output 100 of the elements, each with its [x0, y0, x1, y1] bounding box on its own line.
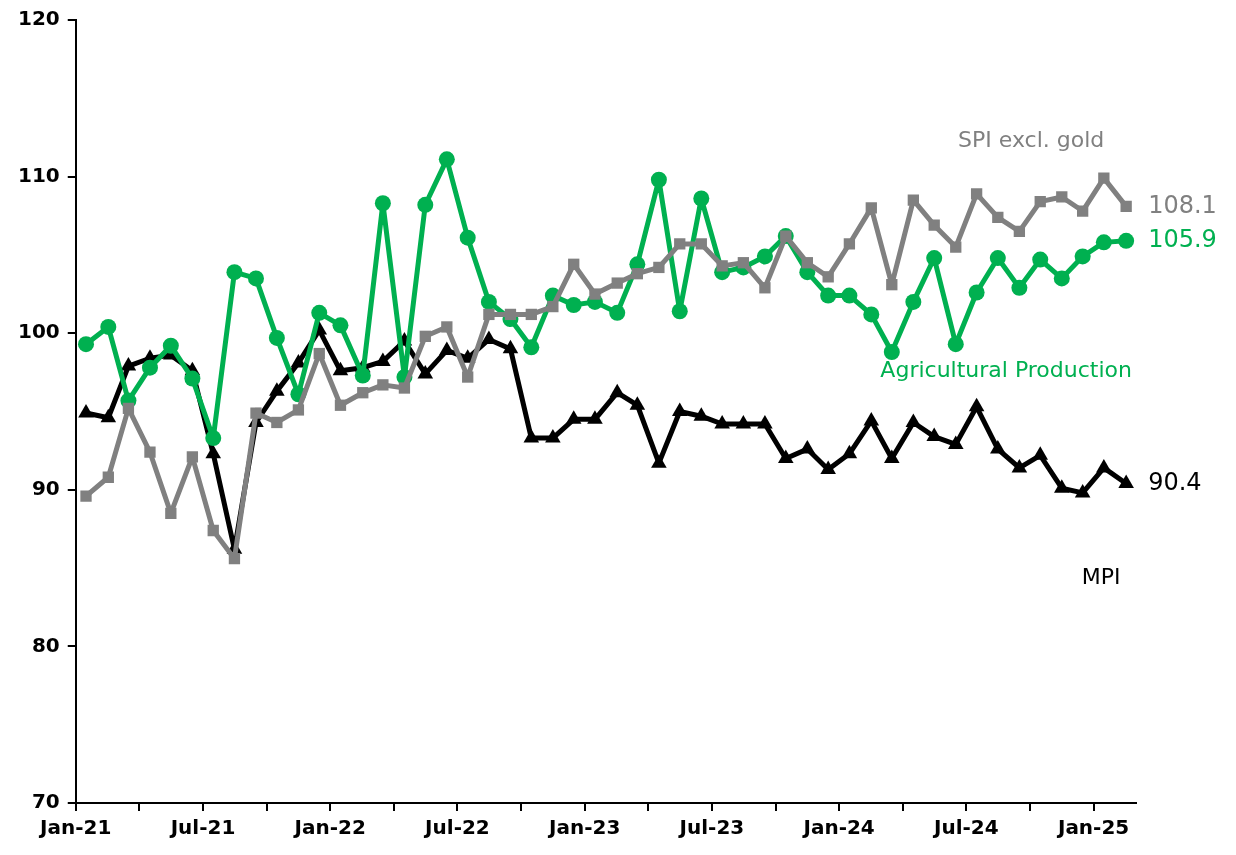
point	[547, 300, 559, 313]
x-tick-label: Jul-21	[168, 815, 236, 840]
y-tick-label: 80	[31, 632, 60, 657]
point	[1096, 458, 1112, 473]
point	[1011, 458, 1028, 473]
point	[650, 171, 667, 188]
point	[354, 367, 371, 384]
point	[184, 370, 201, 387]
point	[1053, 270, 1070, 287]
y-tick-label: 70	[31, 789, 60, 814]
point	[756, 248, 773, 265]
point	[883, 343, 900, 360]
point	[247, 270, 264, 287]
point	[1053, 479, 1070, 493]
point	[398, 382, 411, 394]
point	[947, 435, 964, 449]
point	[565, 410, 582, 424]
y-tick-label: 120	[18, 6, 60, 31]
point	[1032, 446, 1049, 460]
x-tick-label: Jul-23	[677, 815, 745, 840]
data-label: 90.4	[1148, 467, 1202, 496]
point	[250, 407, 262, 419]
point	[1076, 205, 1089, 217]
point	[141, 359, 158, 376]
point	[716, 260, 728, 272]
point	[102, 471, 114, 483]
point	[820, 287, 837, 304]
point	[1120, 200, 1132, 213]
y-tick-label: 100	[18, 319, 60, 344]
point	[587, 410, 603, 424]
point	[990, 440, 1006, 454]
point	[693, 190, 710, 207]
point	[525, 308, 537, 321]
point	[992, 211, 1004, 223]
point	[311, 304, 328, 321]
series-label: SPI excl. gold	[958, 127, 1105, 153]
point	[120, 357, 137, 371]
point	[292, 404, 305, 416]
point	[863, 411, 880, 426]
point	[332, 317, 349, 334]
point	[374, 195, 391, 212]
point	[865, 202, 877, 214]
point	[483, 308, 495, 321]
point	[735, 415, 752, 429]
x-tick-label: Jan-21	[38, 815, 112, 840]
point	[968, 284, 985, 301]
point	[186, 451, 199, 463]
point	[907, 194, 919, 206]
point	[1056, 191, 1068, 203]
point	[205, 444, 222, 459]
x-tick-label: Jan-22	[292, 815, 366, 840]
point	[268, 329, 285, 346]
point	[589, 288, 601, 300]
point	[886, 279, 898, 291]
point	[377, 379, 389, 391]
point	[1098, 172, 1110, 184]
point	[417, 364, 434, 379]
series-label: Agricultural Production	[880, 356, 1132, 382]
point	[841, 287, 858, 304]
point	[504, 308, 517, 321]
data-label: 105.9	[1148, 225, 1217, 254]
point	[631, 268, 643, 280]
point	[928, 219, 940, 231]
point	[1034, 196, 1046, 208]
point	[502, 339, 519, 354]
point	[357, 387, 369, 399]
point	[905, 413, 922, 427]
point	[863, 306, 880, 323]
point	[438, 151, 455, 168]
y-tick-label: 90	[31, 476, 60, 500]
point	[480, 293, 497, 310]
point	[777, 449, 794, 463]
point	[905, 293, 922, 310]
point	[947, 336, 964, 353]
point	[523, 339, 540, 356]
x-tick-label: Jan-24	[801, 815, 875, 840]
point	[269, 382, 285, 396]
point	[671, 303, 688, 320]
point	[674, 238, 686, 250]
y-tick-label: 110	[18, 162, 60, 187]
point	[1032, 251, 1049, 268]
point	[78, 404, 94, 418]
point	[459, 229, 476, 246]
point	[757, 415, 773, 429]
point	[462, 371, 474, 383]
point	[695, 238, 707, 250]
point	[926, 250, 943, 267]
point	[313, 347, 325, 360]
point	[1013, 225, 1026, 238]
point	[651, 454, 667, 468]
point	[1095, 234, 1112, 251]
point	[841, 444, 858, 459]
point	[950, 241, 962, 253]
point	[568, 258, 580, 270]
point	[226, 264, 243, 281]
point	[822, 271, 834, 283]
point	[759, 282, 771, 294]
point	[801, 257, 813, 269]
point	[611, 277, 623, 289]
point	[671, 402, 688, 416]
